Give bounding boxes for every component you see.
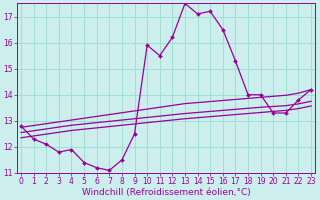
X-axis label: Windchill (Refroidissement éolien,°C): Windchill (Refroidissement éolien,°C) [82,188,251,197]
